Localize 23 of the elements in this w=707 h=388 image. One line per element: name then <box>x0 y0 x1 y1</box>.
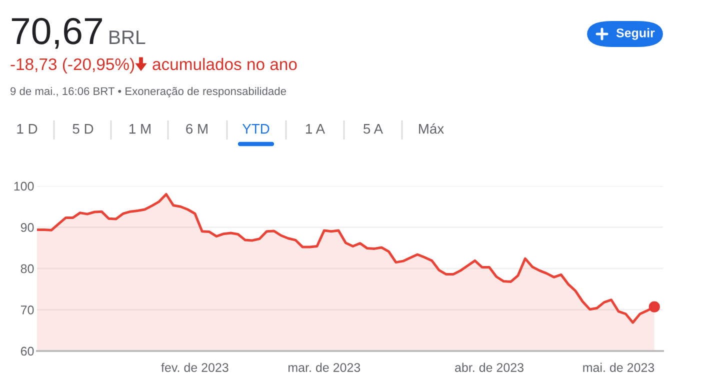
chart-subtitle: BRL <box>110 30 146 44</box>
text: 5 A <box>364 124 384 134</box>
text: 5 D <box>72 124 94 134</box>
text: YTD <box>242 124 270 134</box>
x-tick-label: abr. de 2023 <box>455 362 524 372</box>
x-tick-label: mar. de 2023 <box>288 362 360 372</box>
text: acumulados no ano <box>152 58 297 70</box>
y-tick-label: 70 <box>20 306 34 314</box>
x-tick-label: fev. de 2023 <box>161 362 228 372</box>
y-tick-label: 100 <box>14 182 34 191</box>
chart-title: 70,67 <box>12 18 102 49</box>
text: 1 D <box>17 124 38 134</box>
y-tick-label: 80 <box>20 264 34 274</box>
x-tick-label: mai. de 2023 <box>583 362 654 372</box>
y-tick-label: 90 <box>20 223 34 232</box>
text: Seguir <box>616 28 655 40</box>
text: 1 M <box>129 124 150 134</box>
text: 9 de mai., 16:06 BRT • Exoneração de responsabilidade <box>10 86 286 98</box>
text: 6 M <box>186 124 208 134</box>
text: 1 A <box>306 124 326 134</box>
text: -18,73 (-20,95%) <box>10 58 134 74</box>
text: Máx <box>419 123 444 134</box>
y-tick-label: 60 <box>20 346 34 356</box>
